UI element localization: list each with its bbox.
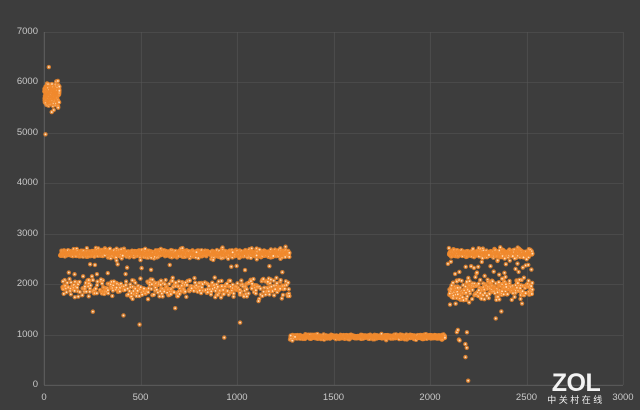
scatter-plot-canvas <box>0 0 640 410</box>
chart-container: 45min 128kB顺序写入（单位MBps） 0100020003000400… <box>0 0 640 410</box>
